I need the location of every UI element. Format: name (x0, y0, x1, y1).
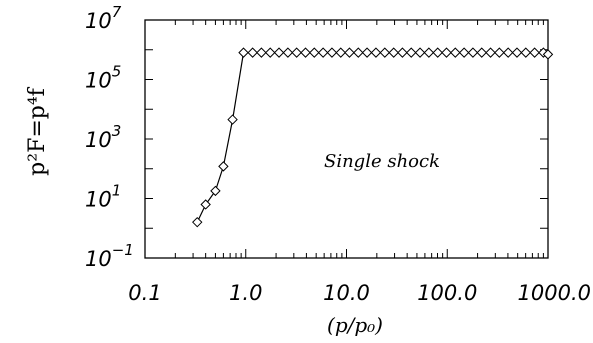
data-point (441, 47, 452, 58)
y-tick-label: 10−1 (85, 241, 134, 271)
data-point (494, 47, 505, 58)
x-tick-label: 1.0 (229, 281, 262, 305)
data-point (450, 47, 461, 58)
data-point (326, 47, 338, 58)
data-point (300, 47, 311, 58)
x-tick-label: 100.0 (417, 281, 477, 305)
data-point (317, 47, 329, 58)
data-point (458, 47, 470, 58)
data-point (529, 47, 540, 58)
x-tick-label: 10.0 (323, 281, 370, 305)
data-point (370, 47, 382, 58)
axis-ticks (144, 19, 548, 259)
data-point (273, 47, 285, 58)
data-point (309, 47, 320, 58)
y-tick-label: 107 (85, 3, 122, 33)
data-point (414, 47, 426, 58)
data-point (282, 47, 294, 58)
data-point (344, 47, 355, 58)
series-group (192, 47, 554, 228)
data-point (502, 47, 514, 58)
data-point (520, 47, 532, 58)
data-point (247, 47, 258, 58)
data-point (476, 47, 487, 58)
y-tick-label: 105 (85, 63, 121, 93)
annotation: Single shock (324, 151, 440, 172)
y-tick-labels: 10−1 101 103 105 107 (85, 3, 134, 271)
data-point (432, 47, 443, 58)
data-point (227, 114, 238, 125)
data-point (467, 47, 479, 58)
plot-frame (144, 19, 549, 259)
data-point (192, 216, 203, 228)
y-tick-label: 101 (85, 182, 121, 212)
data-point (423, 47, 435, 58)
series-line (196, 51, 549, 223)
data-point (485, 47, 496, 58)
data-point (335, 47, 346, 58)
data-point (397, 47, 408, 58)
x-axis-label: (p/p₀) (327, 313, 383, 337)
data-point (200, 199, 211, 210)
data-point (388, 47, 399, 58)
data-point (291, 47, 302, 58)
y-axis-label: p²F=p⁴f (25, 86, 50, 176)
x-tick-label: 0.1 (128, 281, 161, 305)
data-point (210, 185, 221, 197)
data-point (265, 47, 276, 58)
data-point (406, 47, 417, 58)
data-point (379, 47, 391, 58)
data-point (353, 47, 364, 58)
x-tick-label: 1000.0 (518, 281, 591, 305)
data-point (218, 161, 229, 172)
data-point (361, 47, 373, 58)
data-point (238, 47, 249, 58)
data-point (542, 49, 554, 60)
y-tick-label: 103 (85, 122, 121, 152)
x-tick-labels: 0.1 1.0 10.0 100.0 1000.0 (128, 281, 591, 305)
data-point (256, 47, 267, 58)
data-point (511, 47, 523, 58)
